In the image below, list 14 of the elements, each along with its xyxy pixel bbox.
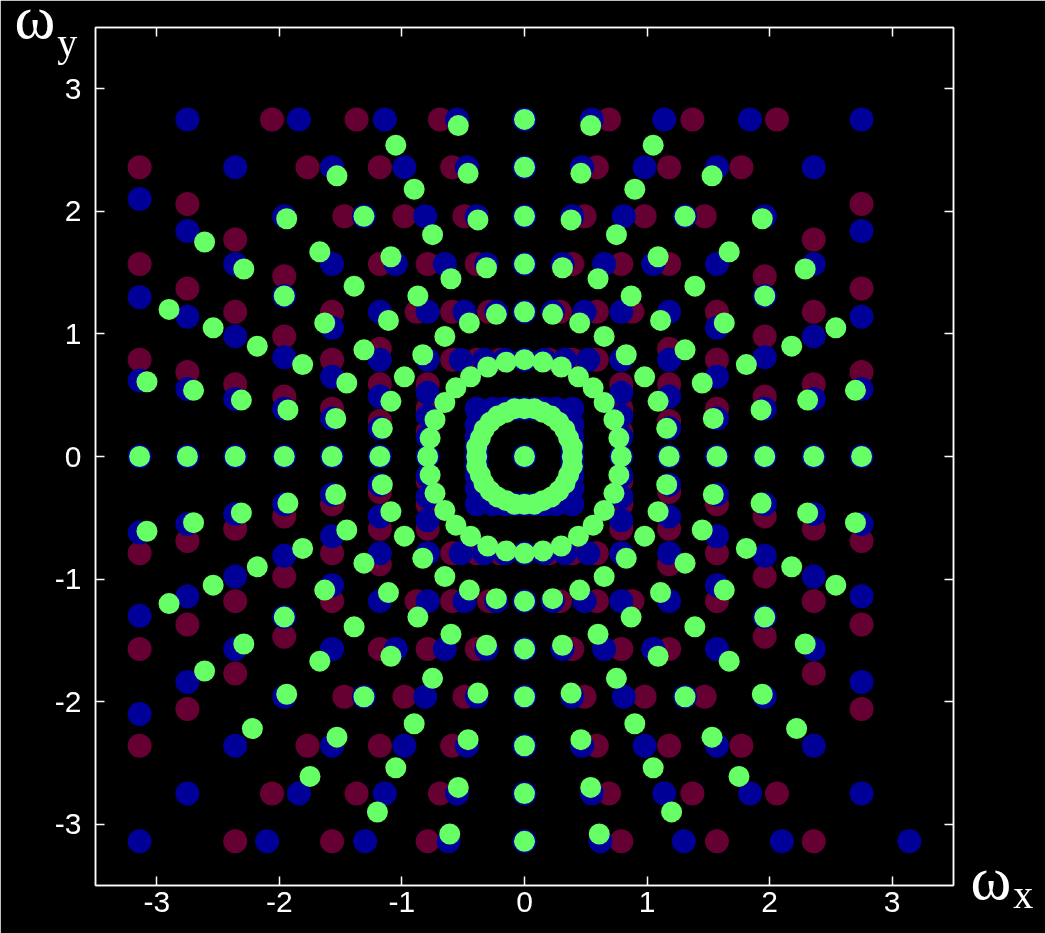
y-tick-label: 0 <box>64 439 82 473</box>
y-tick-label: 1 <box>64 316 82 350</box>
x-tick-label: -2 <box>266 884 293 918</box>
y-tick-label: 3 <box>64 71 82 105</box>
y-tick-label: 2 <box>64 194 82 228</box>
x-tick-label: 1 <box>638 884 656 918</box>
x-tick-label: -3 <box>143 884 171 918</box>
x-tick-label: 3 <box>883 884 901 918</box>
x-tick-label: -1 <box>388 884 416 918</box>
x-tick-label: 2 <box>761 884 778 918</box>
x-tick-label: 0 <box>516 884 533 918</box>
y-tick-label: -1 <box>54 562 82 596</box>
y-tick-label: -2 <box>54 684 82 718</box>
y-tick-label: -3 <box>54 807 82 841</box>
